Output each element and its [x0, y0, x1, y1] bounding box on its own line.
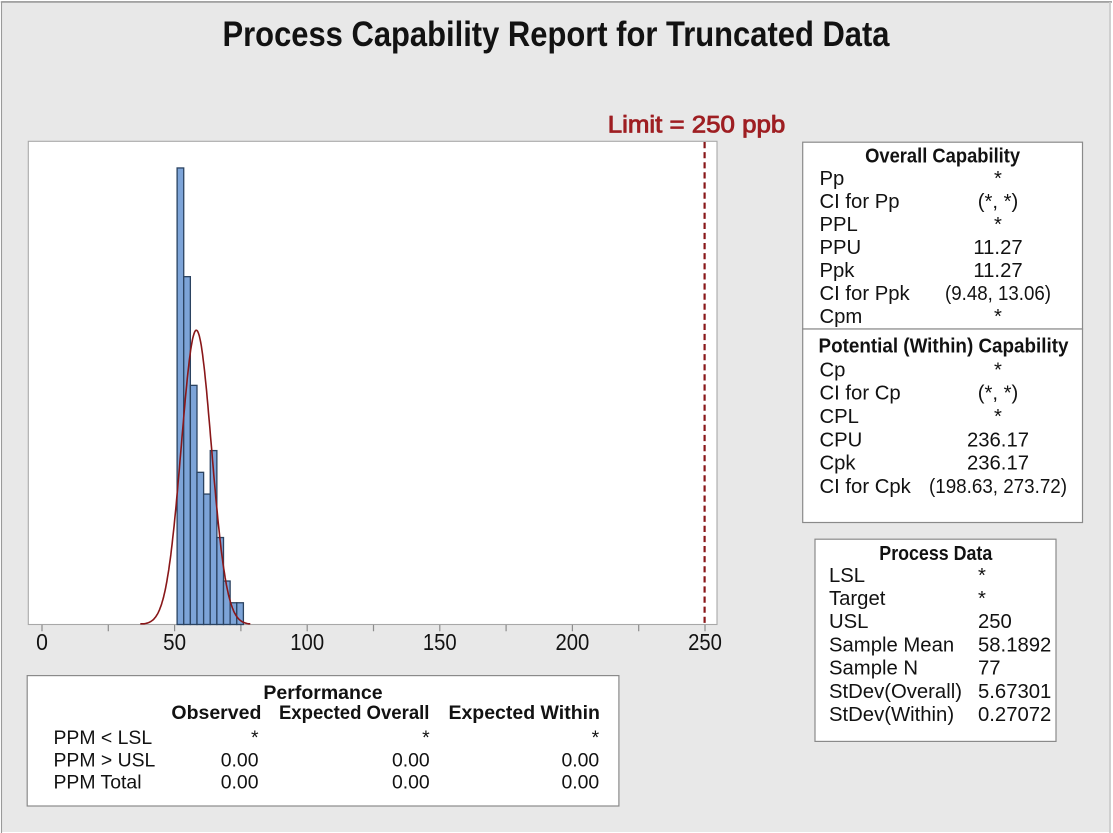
svg-text:Process Data: Process Data — [879, 542, 993, 565]
svg-text:StDev(Within): StDev(Within) — [829, 704, 954, 726]
svg-text:Sample Mean: Sample Mean — [829, 634, 954, 656]
svg-text:100: 100 — [290, 629, 324, 655]
svg-text:(*, *): (*, *) — [978, 191, 1019, 213]
svg-text:0.00: 0.00 — [392, 749, 430, 771]
svg-text:0.27072: 0.27072 — [978, 704, 1051, 726]
svg-text:*: * — [994, 214, 1002, 236]
svg-text:(9.48, 13.06): (9.48, 13.06) — [945, 283, 1051, 305]
svg-text:*: * — [994, 168, 1002, 190]
svg-text:(198.63, 273.72): (198.63, 273.72) — [929, 476, 1067, 498]
svg-text:PPL: PPL — [820, 214, 858, 236]
svg-text:Cpk: Cpk — [820, 453, 857, 475]
svg-text:Overall Capability: Overall Capability — [865, 145, 1021, 168]
svg-text:*: * — [251, 727, 259, 749]
svg-text:Cpm: Cpm — [820, 306, 863, 328]
svg-text:CI for Cp: CI for Cp — [820, 383, 901, 405]
svg-text:PPM Total: PPM Total — [54, 771, 142, 793]
svg-text:(*, *): (*, *) — [978, 383, 1019, 405]
svg-text:Ppk: Ppk — [820, 260, 856, 282]
svg-text:StDev(Overall): StDev(Overall) — [829, 681, 962, 703]
svg-text:Sample N: Sample N — [829, 658, 918, 680]
svg-text:0.00: 0.00 — [392, 771, 430, 793]
svg-text:Limit = 250 ppb: Limit = 250 ppb — [608, 112, 786, 139]
svg-text:250: 250 — [978, 611, 1012, 633]
svg-text:PPU: PPU — [820, 237, 862, 259]
svg-text:11.27: 11.27 — [973, 237, 1022, 259]
svg-text:*: * — [994, 406, 1002, 428]
svg-text:CPU: CPU — [820, 429, 863, 451]
svg-text:PPM < LSL: PPM < LSL — [54, 727, 153, 749]
svg-text:*: * — [978, 588, 986, 610]
svg-text:58.1892: 58.1892 — [978, 634, 1051, 656]
svg-text:CI for Cpk: CI for Cpk — [820, 476, 912, 498]
svg-text:USL: USL — [829, 611, 868, 633]
svg-text:Observed: Observed — [171, 702, 261, 724]
svg-text:5.67301: 5.67301 — [978, 681, 1051, 703]
svg-text:Target: Target — [829, 588, 886, 610]
svg-text:77: 77 — [978, 658, 1001, 680]
svg-text:250: 250 — [688, 629, 722, 655]
svg-text:Process Capability Report for: Process Capability Report for Truncated … — [223, 15, 890, 54]
svg-text:LSL: LSL — [829, 565, 865, 587]
svg-text:0.00: 0.00 — [221, 749, 259, 771]
svg-text:0.00: 0.00 — [561, 749, 599, 771]
svg-text:150: 150 — [423, 629, 457, 655]
svg-text:50: 50 — [163, 629, 186, 655]
svg-text:Expected Within: Expected Within — [448, 702, 600, 724]
svg-text:200: 200 — [556, 629, 590, 655]
svg-text:*: * — [994, 359, 1002, 381]
svg-text:0.00: 0.00 — [221, 771, 259, 793]
svg-text:*: * — [978, 565, 986, 587]
svg-text:CI for Pp: CI for Pp — [820, 191, 900, 213]
svg-text:236.17: 236.17 — [967, 453, 1029, 475]
svg-text:Cp: Cp — [820, 359, 846, 381]
svg-text:*: * — [422, 727, 430, 749]
svg-text:0.00: 0.00 — [561, 771, 599, 793]
svg-text:CI for Ppk: CI for Ppk — [820, 283, 911, 305]
svg-text:Performance: Performance — [263, 682, 382, 704]
svg-text:Potential (Within) Capability: Potential (Within) Capability — [819, 334, 1070, 357]
svg-text:CPL: CPL — [820, 406, 859, 428]
svg-text:PPM > USL: PPM > USL — [54, 749, 156, 771]
svg-text:*: * — [592, 727, 600, 749]
svg-text:236.17: 236.17 — [967, 429, 1029, 451]
svg-text:Pp: Pp — [820, 168, 845, 190]
svg-text:Expected Overall: Expected Overall — [279, 702, 430, 724]
svg-text:11.27: 11.27 — [973, 260, 1022, 282]
svg-text:0: 0 — [36, 629, 48, 655]
svg-text:*: * — [994, 306, 1002, 328]
